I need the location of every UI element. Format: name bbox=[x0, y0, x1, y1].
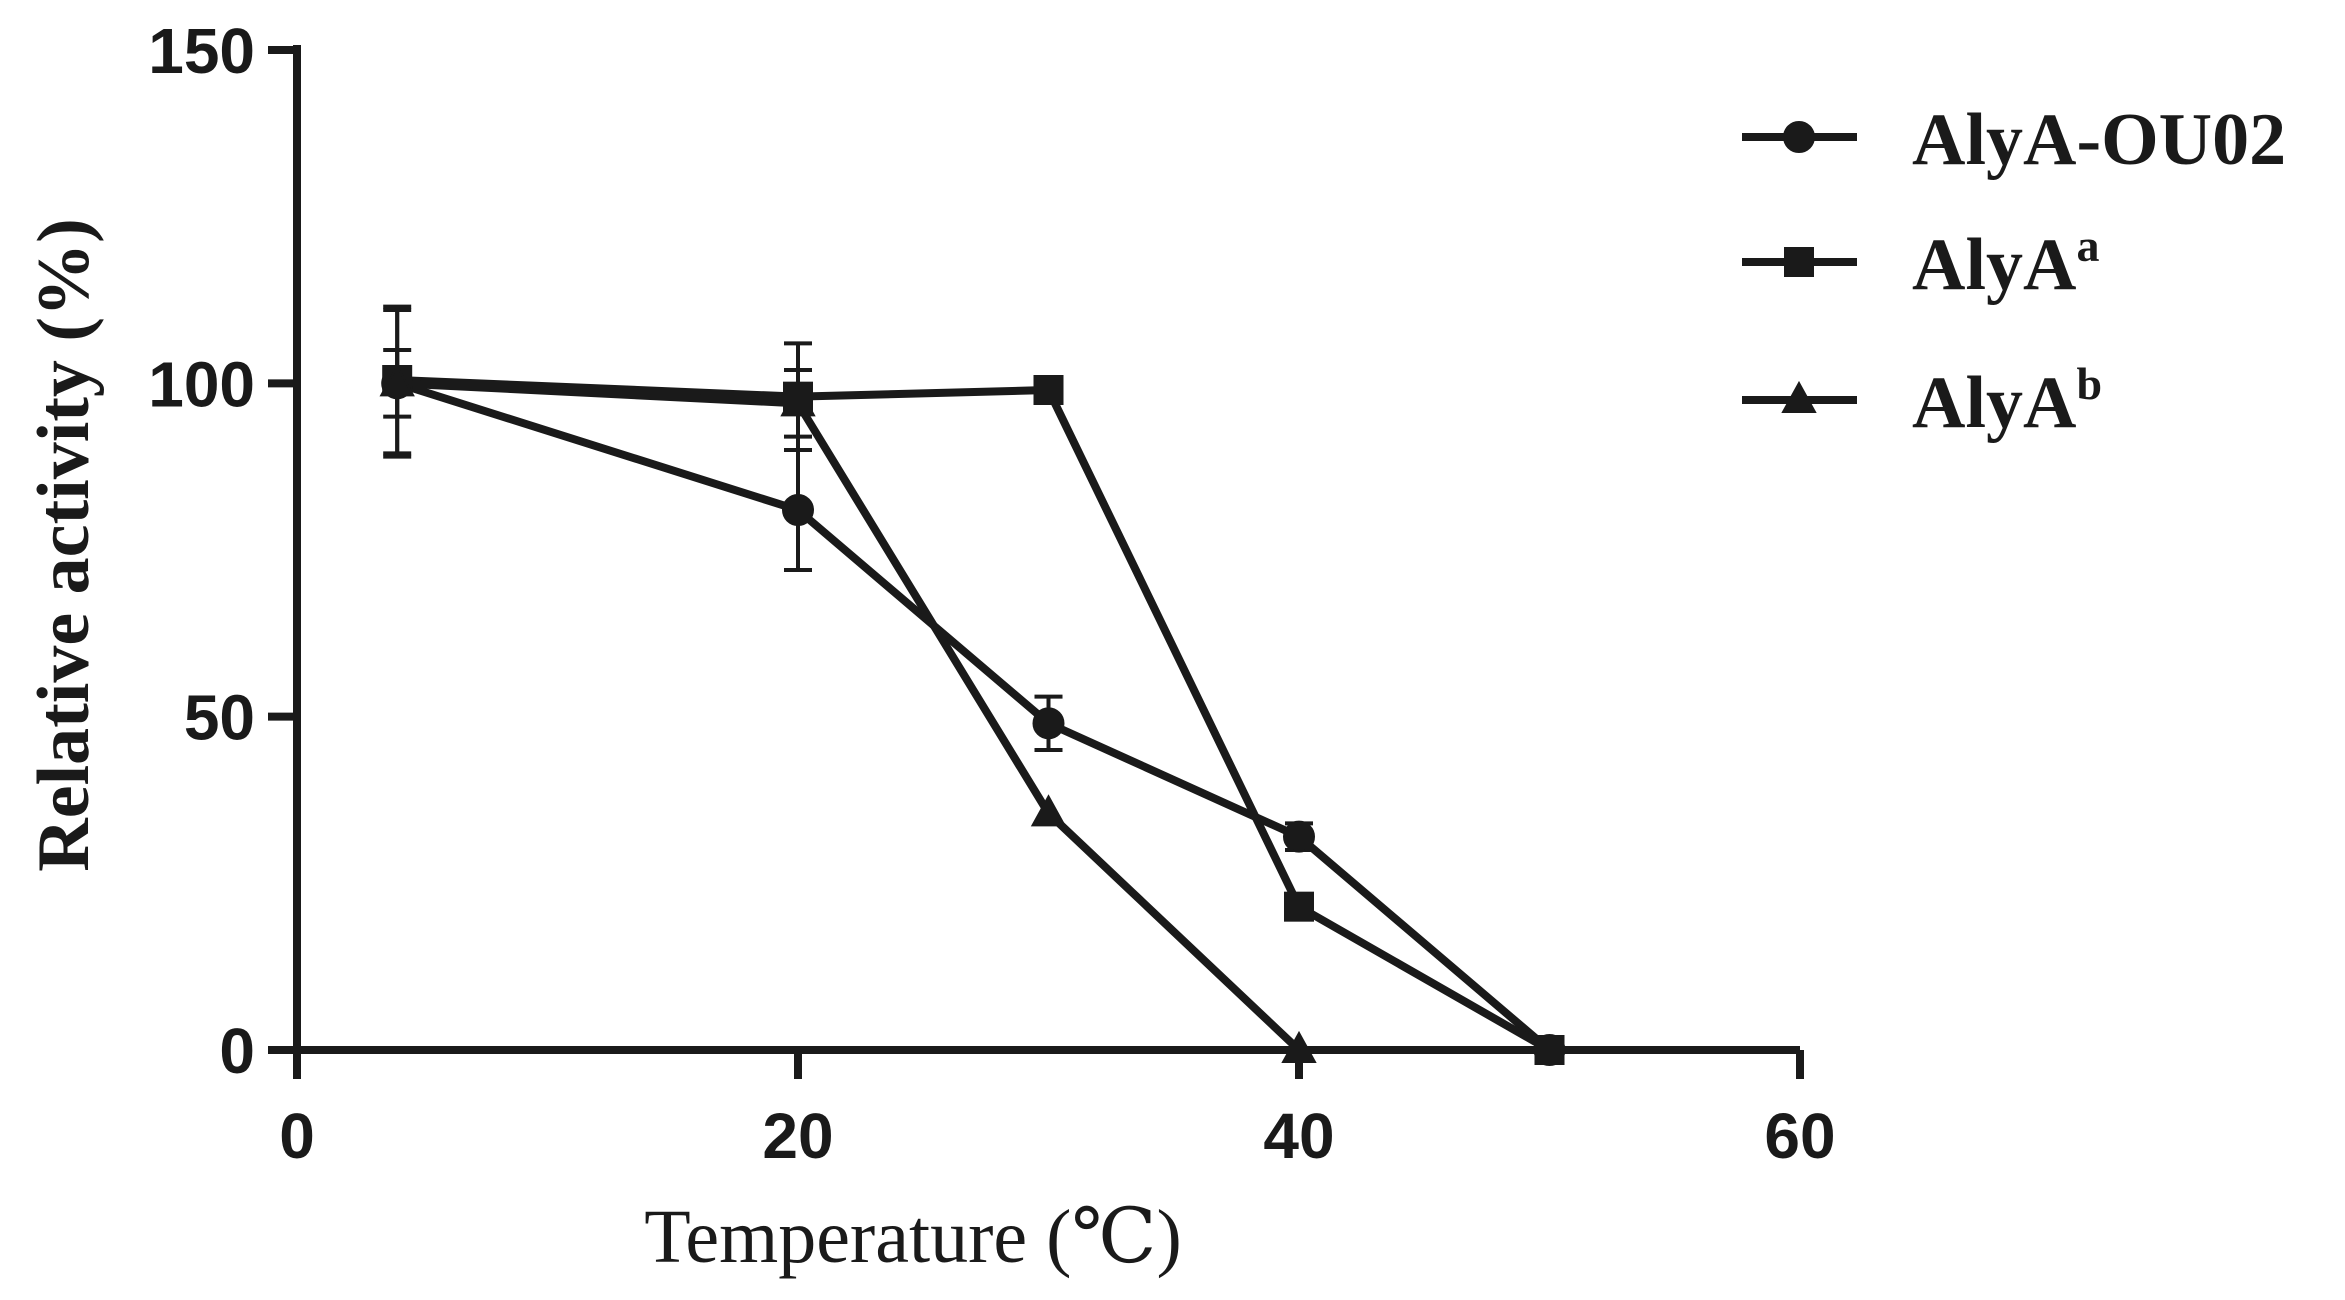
axes bbox=[293, 45, 1800, 1054]
data-point-triangle bbox=[780, 384, 816, 417]
series-layer bbox=[379, 304, 1566, 1066]
legend-item: AlyA-OU02 bbox=[1742, 99, 2286, 181]
legend-label-base: AlyA bbox=[1912, 362, 2076, 444]
x-tick-label: 60 bbox=[1764, 1100, 1835, 1172]
series-markers-triangle bbox=[379, 364, 1317, 1063]
data-point-circle bbox=[1283, 820, 1315, 853]
y-tick-label: 100 bbox=[148, 348, 255, 420]
series-triangle bbox=[383, 348, 1302, 1053]
y-tick-label: 0 bbox=[219, 1015, 255, 1087]
legend-label: AlyA-OU02 bbox=[1912, 99, 2286, 181]
legend-marker-circle bbox=[1783, 121, 1815, 153]
legend-label-superscript: b bbox=[2076, 358, 2102, 409]
data-point-square bbox=[1534, 1035, 1565, 1065]
legend-label: AlyAa bbox=[1912, 220, 2099, 306]
legend-label-superscript: a bbox=[2076, 220, 2099, 271]
legend-marker-square bbox=[1784, 247, 1814, 277]
y-tick-label: 50 bbox=[184, 682, 255, 754]
legend-label-base: AlyA-OU02 bbox=[1912, 99, 2286, 181]
x-axis-title: Temperature (℃) bbox=[644, 1195, 1182, 1279]
data-point-triangle bbox=[1030, 794, 1067, 827]
legend-item: AlyAa bbox=[1742, 220, 2099, 306]
data-point-square bbox=[1033, 375, 1064, 405]
legend-marker-triangle bbox=[1781, 380, 1817, 413]
data-point-square bbox=[1284, 891, 1314, 922]
x-tick-label: 0 bbox=[279, 1100, 315, 1172]
legend-item: AlyAb bbox=[1742, 358, 2102, 444]
y-tick-label: 150 bbox=[148, 15, 255, 87]
x-tick-label: 40 bbox=[1263, 1100, 1334, 1172]
x-tick-label: 20 bbox=[762, 1100, 833, 1172]
ticks: 0 50 100 150 0 20 40 60 bbox=[148, 15, 1835, 1172]
data-point-circle bbox=[782, 494, 814, 526]
y-axis-title: Relative activity (%) bbox=[23, 218, 105, 871]
legend-label-base: AlyA bbox=[1912, 224, 2076, 306]
series-line bbox=[397, 376, 1552, 1054]
legend-label: AlyAb bbox=[1912, 358, 2102, 444]
series-line bbox=[397, 379, 1302, 1053]
data-point-circle bbox=[1032, 707, 1065, 740]
data-point-triangle bbox=[379, 364, 415, 397]
data-point-triangle bbox=[1281, 1030, 1317, 1063]
